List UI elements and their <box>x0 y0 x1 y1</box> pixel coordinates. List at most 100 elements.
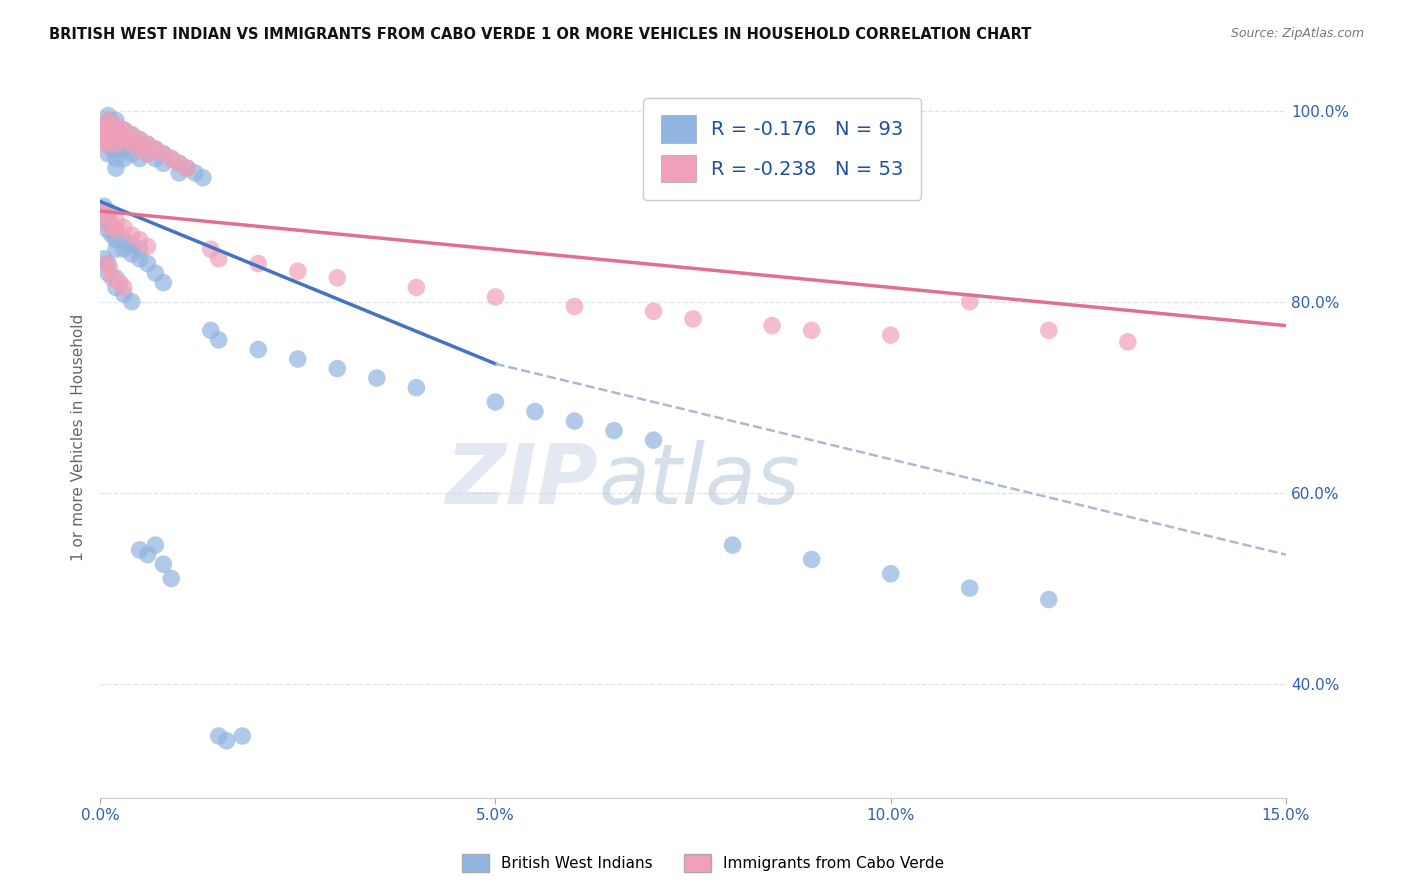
Point <box>97 128 120 142</box>
Point <box>152 276 174 290</box>
Point <box>136 137 159 152</box>
Point <box>97 213 120 227</box>
Point <box>93 128 115 142</box>
Point <box>94 132 117 146</box>
Point <box>191 170 214 185</box>
Point <box>405 280 427 294</box>
Point <box>136 146 159 161</box>
Point <box>326 361 349 376</box>
Point <box>97 137 120 152</box>
Point <box>128 242 150 256</box>
Point <box>97 209 120 223</box>
Point <box>287 351 309 366</box>
Point <box>184 166 207 180</box>
Point <box>101 142 124 156</box>
Point <box>97 132 120 146</box>
Point <box>97 146 120 161</box>
Point <box>93 209 115 223</box>
Point <box>97 266 120 280</box>
Point <box>93 204 115 219</box>
Legend: R = -0.176   N = 93, R = -0.238   N = 53: R = -0.176 N = 93, R = -0.238 N = 53 <box>643 98 921 200</box>
Point <box>100 132 122 146</box>
Text: BRITISH WEST INDIAN VS IMMIGRANTS FROM CABO VERDE 1 OR MORE VEHICLES IN HOUSEHOL: BRITISH WEST INDIAN VS IMMIGRANTS FROM C… <box>49 27 1032 42</box>
Point <box>104 223 127 237</box>
Point <box>94 137 117 152</box>
Point <box>104 128 127 142</box>
Point <box>121 294 143 309</box>
Point <box>101 271 124 285</box>
Point <box>405 381 427 395</box>
Point <box>879 566 901 581</box>
Point <box>121 137 143 152</box>
Point <box>112 287 135 301</box>
Point <box>101 128 124 142</box>
Point <box>145 538 167 552</box>
Point <box>167 156 190 170</box>
Point <box>101 118 124 132</box>
Point <box>682 312 704 326</box>
Point <box>152 558 174 572</box>
Point <box>879 328 901 343</box>
Point <box>160 152 183 166</box>
Point <box>128 142 150 156</box>
Point <box>93 132 115 146</box>
Point <box>136 146 159 161</box>
Point <box>145 266 167 280</box>
Point <box>152 146 174 161</box>
Point <box>97 256 120 270</box>
Point <box>121 137 143 152</box>
Point <box>128 132 150 146</box>
Point <box>959 581 981 595</box>
Point <box>523 404 546 418</box>
Point <box>128 252 150 266</box>
Point <box>160 572 183 586</box>
Point <box>145 152 167 166</box>
Point <box>247 256 270 270</box>
Point <box>121 128 143 142</box>
Point <box>101 128 124 142</box>
Point <box>112 280 135 294</box>
Point <box>112 132 135 146</box>
Point <box>112 233 135 247</box>
Point <box>128 142 150 156</box>
Point <box>104 280 127 294</box>
Point <box>136 239 159 253</box>
Point <box>98 113 121 128</box>
Point <box>104 137 127 152</box>
Point <box>643 304 665 318</box>
Point <box>93 123 115 137</box>
Point <box>104 242 127 256</box>
Point <box>98 125 121 139</box>
Point <box>104 152 127 166</box>
Point <box>97 123 120 137</box>
Point <box>97 204 120 219</box>
Point <box>145 142 167 156</box>
Point <box>128 152 150 166</box>
Point <box>136 256 159 270</box>
Point <box>98 261 121 276</box>
Point <box>800 552 823 566</box>
Point <box>200 242 222 256</box>
Point <box>104 123 127 137</box>
Point <box>176 161 198 175</box>
Point <box>136 548 159 562</box>
Point <box>176 161 198 175</box>
Point <box>215 733 238 747</box>
Point <box>93 252 115 266</box>
Point <box>108 276 131 290</box>
Point <box>93 199 115 213</box>
Point <box>97 109 120 123</box>
Point <box>959 294 981 309</box>
Point <box>603 424 626 438</box>
Point <box>167 166 190 180</box>
Point <box>484 395 506 409</box>
Point <box>800 323 823 337</box>
Y-axis label: 1 or more Vehicles in Household: 1 or more Vehicles in Household <box>72 314 86 561</box>
Point <box>112 123 135 137</box>
Text: ZIP: ZIP <box>446 441 598 522</box>
Point <box>104 233 127 247</box>
Point <box>1116 334 1139 349</box>
Point <box>152 146 174 161</box>
Point <box>1038 323 1060 337</box>
Point <box>121 128 143 142</box>
